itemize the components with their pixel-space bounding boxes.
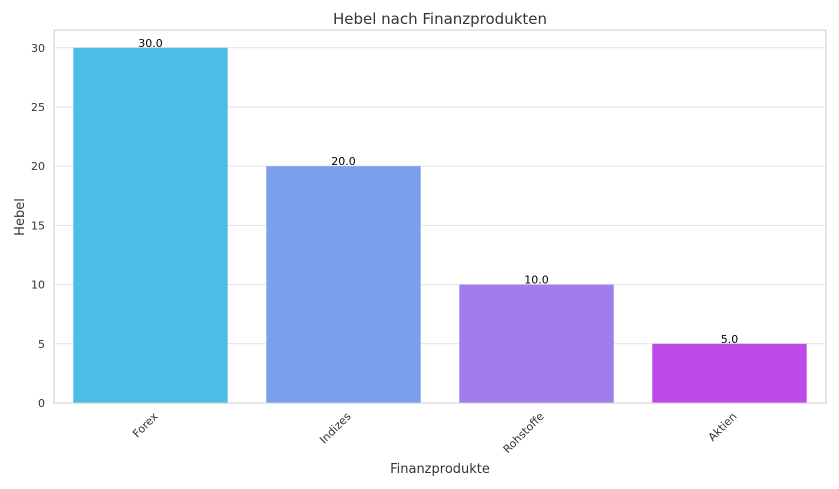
- bars: [73, 47, 807, 404]
- y-axis-ticks: 0 5 10 15 20 25 30: [31, 42, 45, 410]
- data-label-rohstoffe: 10.0: [524, 274, 549, 287]
- data-label-forex: 30.0: [138, 37, 163, 50]
- y-tick-label-25: 25: [31, 101, 45, 114]
- y-tick-label-15: 15: [31, 219, 45, 232]
- bar-indizes: [266, 166, 421, 403]
- y-tick-label-0: 0: [38, 397, 45, 410]
- y-tick-label-30: 30: [31, 42, 45, 55]
- bar-forex: [73, 47, 228, 404]
- bar-rohstoffe: [459, 284, 614, 403]
- y-tick-label-10: 10: [31, 279, 45, 292]
- plot-frame: [53, 29, 827, 404]
- y-axis-title: Hebel: [13, 198, 28, 236]
- data-label-indizes: 20.0: [331, 155, 356, 168]
- y-tick-label-20: 20: [31, 160, 45, 173]
- x-axis-title: Finanzprodukte: [390, 462, 490, 477]
- chart-title: Hebel nach Finanzprodukten: [333, 10, 547, 28]
- y-tick-label-5: 5: [38, 338, 45, 351]
- data-label-aktien: 5.0: [721, 333, 739, 346]
- data-labels: 30.0 20.0 10.0 5.0: [138, 37, 738, 346]
- bar-aktien: [652, 343, 807, 403]
